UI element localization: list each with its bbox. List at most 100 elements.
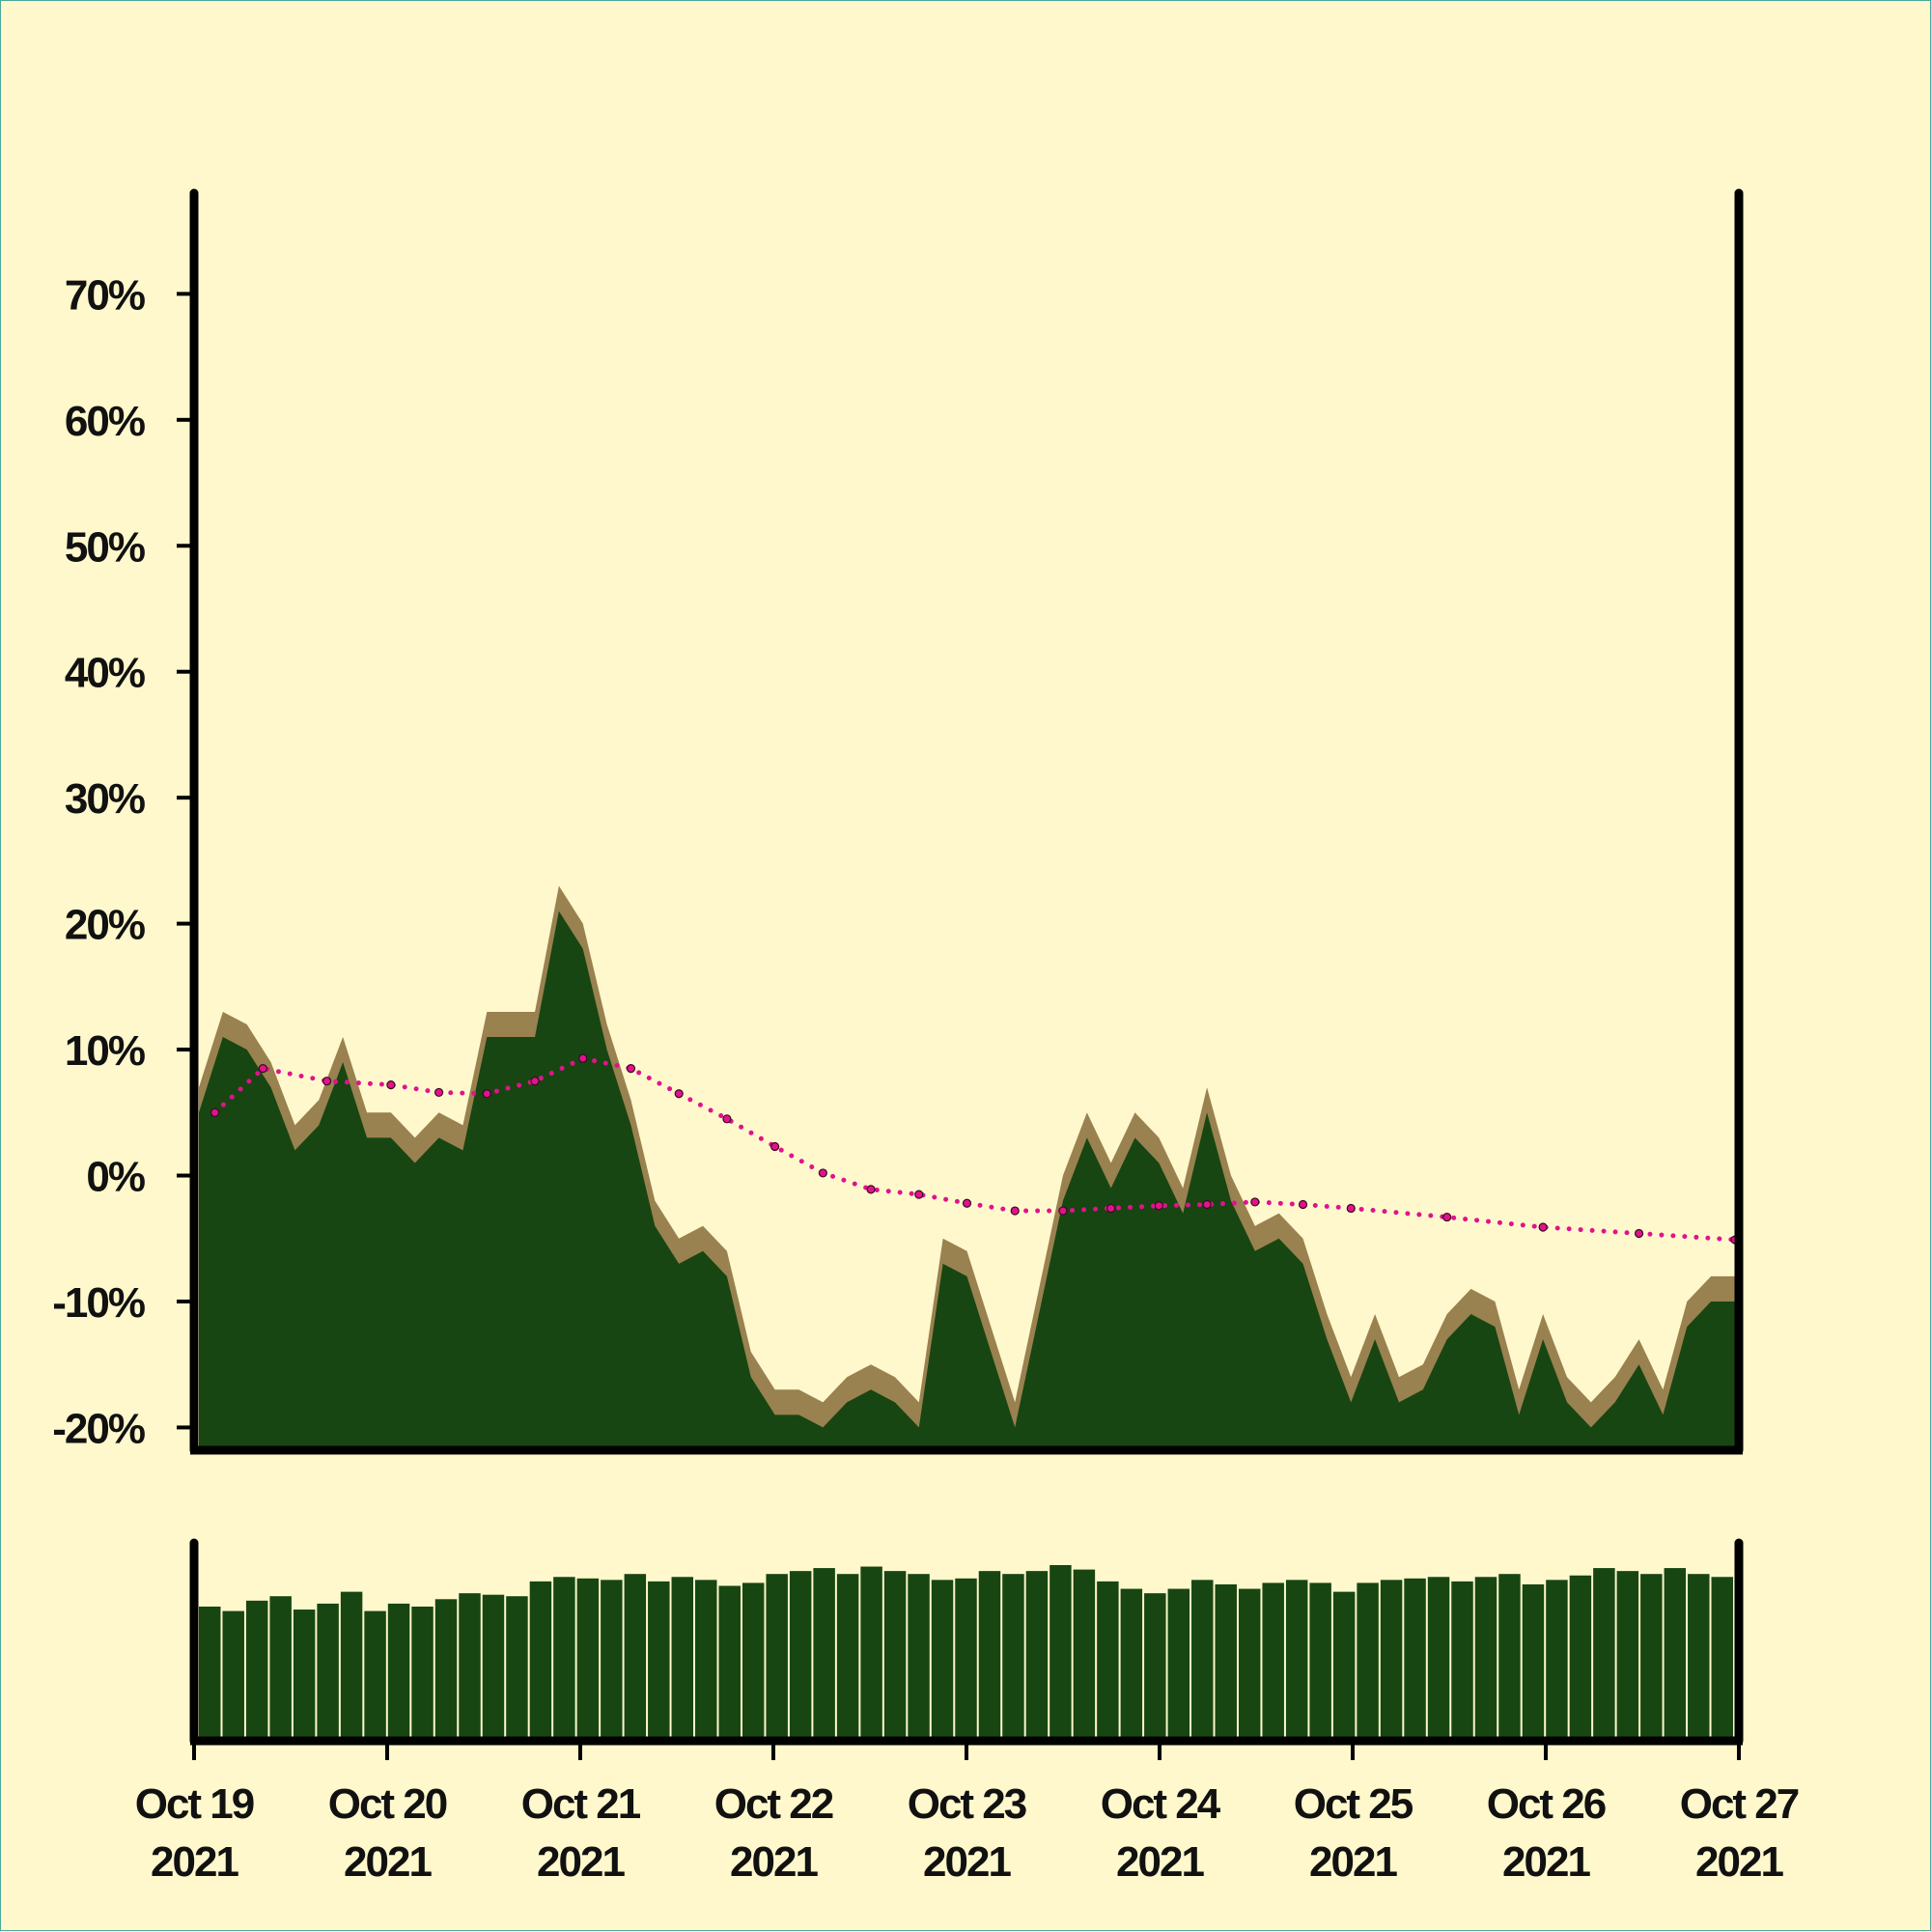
trend-point: [1202, 1199, 1212, 1210]
volume-bar: [1049, 1565, 1072, 1737]
volume-bar: [695, 1580, 717, 1737]
y-ticks: -20% -10% 0% 10% 20% 30% 40% 50% 60% 70%: [52, 271, 190, 1452]
x-tick-label-date: Oct 24: [1101, 1780, 1221, 1828]
trend-point: [1106, 1203, 1116, 1214]
x-tick-label-date: Oct 20: [328, 1780, 447, 1828]
volume-bar: [836, 1574, 859, 1737]
volume-bar: [459, 1593, 481, 1737]
volume-bar: [1285, 1580, 1308, 1737]
trend-point: [482, 1089, 491, 1099]
price-area-fill: [199, 910, 1735, 1446]
x-tick-label-date: Oct 27: [1680, 1780, 1799, 1828]
volume-bar: [1097, 1581, 1119, 1737]
volume-bar: [1451, 1581, 1473, 1737]
volume-bar: [1025, 1571, 1049, 1737]
volume-bar: [1688, 1574, 1710, 1737]
volume-bar: [978, 1571, 1001, 1737]
volume-bar: [601, 1580, 623, 1737]
volume-bar: [529, 1581, 552, 1737]
trend-point: [530, 1077, 540, 1086]
volume-bars: [199, 1565, 1733, 1737]
trend-point: [210, 1107, 220, 1117]
volume-bar: [955, 1578, 977, 1737]
volume-bar: [317, 1603, 339, 1737]
y-tick-label: 60%: [65, 398, 145, 445]
trend-point: [722, 1114, 732, 1124]
y-tick-label: -20%: [52, 1405, 145, 1452]
volume-bar: [1474, 1577, 1497, 1737]
trend-point: [386, 1080, 396, 1090]
volume-bar: [1238, 1588, 1261, 1737]
volume-bar: [269, 1596, 292, 1737]
volume-bar: [1332, 1591, 1356, 1737]
x-tick-label-date: Oct 26: [1487, 1780, 1606, 1828]
trend-point: [434, 1087, 444, 1098]
trend-point: [1298, 1199, 1308, 1210]
volume-bar: [506, 1596, 528, 1737]
axes: [189, 188, 1744, 1746]
x-tick-label-year: 2021: [1309, 1838, 1397, 1886]
volume-bar: [860, 1566, 882, 1737]
volume-bar: [742, 1582, 765, 1737]
x-tick-label-date: Oct 22: [714, 1780, 833, 1828]
volume-bar: [1073, 1569, 1096, 1737]
volume-bar: [1309, 1582, 1331, 1737]
trend-point: [1538, 1222, 1548, 1232]
trend-series: [210, 1053, 1740, 1245]
volume-bar: [789, 1571, 812, 1737]
volume-bar: [648, 1581, 670, 1737]
price-area: [199, 885, 1735, 1446]
trend-line: [212, 1055, 1738, 1243]
x-tick-label-year: 2021: [537, 1838, 625, 1886]
volume-bar: [1380, 1580, 1403, 1737]
x-tick-label-date: Oct 21: [521, 1780, 641, 1828]
volume-bar: [1711, 1577, 1733, 1737]
trend-point: [962, 1198, 972, 1208]
trend-point: [578, 1053, 588, 1063]
volume-bar: [671, 1577, 694, 1737]
volume-bar: [1640, 1574, 1663, 1737]
x-tick-label-date: Oct 25: [1294, 1780, 1413, 1828]
x-ticks: Oct 19 2021 Oct 20 2021 Oct 21 2021 Oct 22 2021…: [135, 1745, 1801, 1886]
volume-bar: [482, 1594, 505, 1737]
volume-bar: [411, 1606, 434, 1737]
x-tick-label-year: 2021: [1695, 1838, 1783, 1886]
y-tick-label: 70%: [65, 271, 145, 319]
volume-bar: [1522, 1583, 1545, 1737]
volume-bar: [813, 1568, 835, 1737]
trend-point: [1154, 1201, 1163, 1211]
volume-bar: [199, 1606, 221, 1737]
volume-bar: [387, 1603, 410, 1737]
trend-point: [674, 1089, 684, 1099]
x-tick-label-date: Oct 23: [908, 1780, 1026, 1828]
volume-bar: [1167, 1588, 1190, 1737]
volume-bar: [883, 1571, 907, 1737]
volume-bar: [1357, 1582, 1379, 1737]
x-tick-label-date: Oct 19: [135, 1780, 254, 1828]
y-tick-label: 50%: [65, 523, 145, 571]
trend-point: [1010, 1206, 1020, 1216]
trend-point: [1442, 1212, 1452, 1222]
volume-bar: [1498, 1574, 1521, 1737]
trend-point: [258, 1064, 267, 1074]
volume-bar: [1120, 1588, 1143, 1737]
volume-bar: [1262, 1582, 1284, 1737]
volume-bar: [1404, 1578, 1426, 1737]
volume-bar: [364, 1610, 386, 1737]
trend-point: [914, 1190, 924, 1199]
volume-bar: [1569, 1575, 1592, 1737]
volume-bar: [766, 1574, 788, 1737]
volume-bar: [1616, 1571, 1639, 1737]
y-tick-label: 0%: [86, 1154, 144, 1201]
volume-bar: [718, 1585, 741, 1737]
volume-bar: [245, 1600, 268, 1737]
trend-point: [866, 1185, 876, 1194]
x-tick-label-year: 2021: [730, 1838, 818, 1886]
y-tick-label: 40%: [65, 650, 145, 697]
volume-bar: [1546, 1580, 1568, 1737]
trend-point: [322, 1077, 332, 1086]
trend-point: [1250, 1197, 1260, 1207]
y-tick-label: -10%: [52, 1279, 145, 1327]
trend-point: [1346, 1203, 1356, 1214]
